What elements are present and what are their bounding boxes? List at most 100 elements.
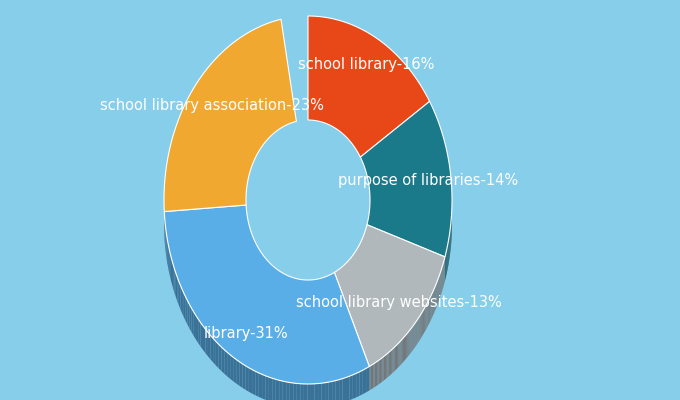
PathPatch shape [409,329,411,355]
PathPatch shape [230,355,233,381]
PathPatch shape [258,373,262,398]
PathPatch shape [413,324,415,349]
PathPatch shape [236,360,239,386]
PathPatch shape [420,314,421,339]
PathPatch shape [415,321,417,346]
PathPatch shape [279,271,281,296]
PathPatch shape [311,280,312,304]
PathPatch shape [279,380,283,400]
PathPatch shape [297,279,299,303]
PathPatch shape [211,336,213,362]
PathPatch shape [405,335,406,360]
PathPatch shape [249,368,252,394]
PathPatch shape [373,363,375,388]
PathPatch shape [305,280,306,304]
PathPatch shape [264,256,265,282]
PathPatch shape [262,374,265,400]
PathPatch shape [239,362,243,388]
PathPatch shape [271,264,272,289]
PathPatch shape [290,276,291,301]
PathPatch shape [418,317,420,342]
PathPatch shape [278,270,279,295]
PathPatch shape [322,278,323,302]
PathPatch shape [382,356,384,382]
PathPatch shape [316,279,317,304]
PathPatch shape [398,342,399,367]
PathPatch shape [388,352,389,378]
PathPatch shape [320,278,322,302]
PathPatch shape [376,361,377,386]
PathPatch shape [182,289,184,317]
PathPatch shape [300,279,302,304]
PathPatch shape [386,354,388,378]
PathPatch shape [308,16,430,157]
PathPatch shape [436,283,437,309]
PathPatch shape [283,273,284,298]
PathPatch shape [317,279,318,303]
PathPatch shape [377,360,379,385]
PathPatch shape [227,352,230,379]
PathPatch shape [170,252,171,280]
PathPatch shape [269,377,272,400]
PathPatch shape [324,277,326,301]
PathPatch shape [432,292,433,317]
PathPatch shape [265,258,266,283]
PathPatch shape [392,348,394,373]
PathPatch shape [168,243,169,271]
PathPatch shape [179,281,180,309]
PathPatch shape [218,344,222,371]
PathPatch shape [284,274,286,298]
PathPatch shape [433,290,434,316]
PathPatch shape [302,280,303,304]
PathPatch shape [307,384,311,400]
PathPatch shape [379,360,380,384]
PathPatch shape [266,259,267,284]
PathPatch shape [175,269,176,297]
PathPatch shape [434,288,435,314]
PathPatch shape [184,293,186,321]
PathPatch shape [296,278,297,303]
PathPatch shape [343,378,346,400]
PathPatch shape [360,370,363,396]
PathPatch shape [318,383,322,400]
PathPatch shape [164,19,296,212]
PathPatch shape [333,272,335,297]
PathPatch shape [360,102,452,257]
PathPatch shape [389,351,390,376]
PathPatch shape [426,303,428,328]
PathPatch shape [276,379,279,400]
PathPatch shape [201,322,203,350]
PathPatch shape [286,274,287,299]
PathPatch shape [173,264,175,293]
PathPatch shape [260,252,262,277]
PathPatch shape [288,276,290,300]
PathPatch shape [176,273,177,301]
PathPatch shape [245,366,249,392]
PathPatch shape [277,269,278,294]
PathPatch shape [328,381,332,400]
PathPatch shape [428,300,429,325]
PathPatch shape [408,331,409,356]
PathPatch shape [306,280,308,304]
PathPatch shape [395,346,396,371]
PathPatch shape [269,263,271,288]
PathPatch shape [233,357,236,384]
PathPatch shape [311,384,315,400]
PathPatch shape [256,244,257,270]
PathPatch shape [384,356,385,380]
PathPatch shape [314,280,316,304]
PathPatch shape [262,255,264,280]
PathPatch shape [339,379,343,400]
PathPatch shape [177,277,179,305]
PathPatch shape [252,370,256,395]
PathPatch shape [276,268,277,293]
PathPatch shape [323,277,324,302]
PathPatch shape [171,256,172,284]
PathPatch shape [403,337,404,362]
PathPatch shape [385,354,386,380]
PathPatch shape [252,235,253,261]
PathPatch shape [224,350,227,376]
PathPatch shape [332,380,336,400]
PathPatch shape [296,384,301,400]
PathPatch shape [265,376,269,400]
